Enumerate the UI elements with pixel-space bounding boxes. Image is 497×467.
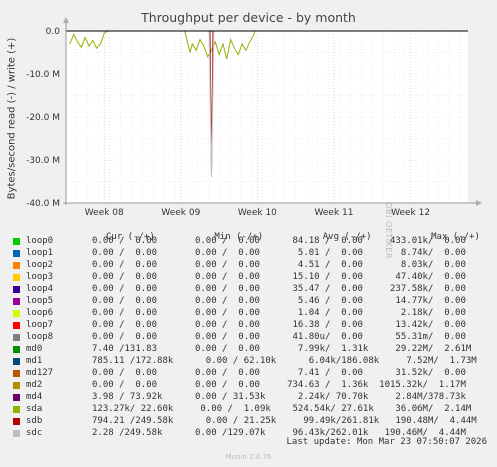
legend-swatch [13, 238, 20, 245]
legend-swatch [13, 394, 20, 401]
legend-swatch [13, 430, 20, 437]
legend-values: 0.00 / 0.00 0.00 / 0.00 5.01 / 0.00 8.74… [92, 248, 466, 258]
legend-swatch [13, 346, 20, 353]
legend-device-name: sda [26, 404, 43, 414]
legend-values: 0.00 / 0.00 0.00 / 0.00 734.63 / 1.36k 1… [92, 380, 466, 390]
legend-values: 0.00 / 0.00 0.00 / 0.00 1.04 / 0.00 2.18… [92, 308, 466, 318]
legend-device-name: md0 [26, 344, 43, 354]
legend-swatch [13, 298, 20, 305]
legend-device-name: loop1 [26, 248, 54, 258]
y-tick-label: -40.0 M [26, 199, 60, 209]
legend-swatch [13, 334, 20, 341]
legend-swatch [13, 370, 20, 377]
legend-swatch [13, 322, 20, 329]
legend-swatch [13, 286, 20, 293]
legend-swatch [13, 418, 20, 425]
legend-swatch [13, 262, 20, 269]
legend-values: 0.00 / 0.00 0.00 / 0.00 15.10 / 0.00 47.… [92, 272, 466, 282]
legend-swatch [13, 382, 20, 389]
x-tick-label: Week 12 [391, 208, 430, 215]
legend-swatch [13, 310, 20, 317]
legend-device-name: loop7 [26, 320, 54, 330]
legend-values: 0.00 / 0.00 0.00 / 0.00 4.51 / 0.00 8.03… [92, 260, 466, 270]
legend-values: 3.98 / 73.92k 0.00 / 31.53k 2.24k/ 70.70… [92, 392, 466, 402]
last-update: Last update: Mon Mar 23 07:50:07 2026 [286, 437, 487, 447]
y-tick-label: 0.0 [46, 27, 61, 37]
legend-device-name: md1 [26, 356, 43, 366]
throughput-chart: 0.0-10.0 M-20.0 M-30.0 M-40.0 M Week 08 W… [26, 17, 482, 215]
legend-swatch [13, 358, 20, 365]
legend-header: Cur (-/+) Min (-/+) Avg (-/+) Max (-/+) [0, 222, 480, 242]
series-sda [69, 30, 256, 60]
x-tick-labels: Week 08 Week 09 Week 10 Week 11 Week 12 [85, 208, 430, 215]
legend-values: 0.00 / 0.00 0.00 / 0.00 5.46 / 0.00 14.7… [92, 296, 466, 306]
legend-values: 0.00 / 0.00 0.00 / 0.00 16.38 / 0.00 13.… [92, 320, 466, 330]
legend-values: 7.40 /131.83 0.00 / 0.00 7.99k/ 1.31k 29… [92, 344, 472, 354]
legend-device-name: loop3 [26, 272, 54, 282]
legend-swatch [13, 406, 20, 413]
legend-swatch [13, 274, 20, 281]
legend-values: 123.27k/ 22.60k 0.00 / 1.09k 524.54k/ 27… [92, 404, 472, 414]
munin-version: Munin 2.0.76 [225, 453, 272, 461]
legend-values: 0.00 / 0.00 0.00 / 0.00 41.80u/ 0.00 55.… [92, 332, 466, 342]
legend-device-name: loop4 [26, 284, 54, 294]
legend-header-text: Cur (-/+) Min (-/+) Avg (-/+) Max (-/+) [106, 232, 480, 242]
legend-values: 794.21 /249.58k 0.00 / 21.25k 99.49k/261… [92, 416, 477, 426]
legend-device-name: loop6 [26, 308, 54, 318]
legend-device-name: loop5 [26, 296, 54, 306]
y-tick-label: -30.0 M [26, 156, 60, 166]
legend-values: 0.00 / 0.00 0.00 / 0.00 7.41 / 0.00 31.5… [92, 368, 466, 378]
legend-device-name: md127 [26, 368, 54, 378]
legend-values: 2.28 /249.58k 0.00 /129.07k 96.43k/262.0… [92, 428, 466, 438]
y-axis-arrow [63, 17, 69, 23]
series-sdc [208, 30, 215, 178]
legend-device-name: md2 [26, 380, 43, 390]
legend-device-name: sdb [26, 416, 43, 426]
legend-device-name: loop0 [26, 236, 54, 246]
legend-device-name: sdc [26, 428, 43, 438]
legend-values: 0.00 / 0.00 0.00 / 0.00 84.18 / 0.00 433… [92, 236, 466, 246]
y-tick-label: -10.0 M [26, 70, 60, 80]
legend-device-name: md4 [26, 392, 43, 402]
legend-device-name: loop8 [26, 332, 54, 342]
legend-values: 785.11 /172.88k 0.00 / 62.10k 6.04k/186.… [92, 356, 477, 366]
x-tick-label: Week 10 [238, 208, 277, 215]
y-tick-label: -20.0 M [26, 113, 60, 123]
x-tick-label: Week 08 [85, 208, 124, 215]
y-tick-labels: 0.0 -10.0 M -20.0 M -30.0 M -40.0 M [26, 27, 60, 209]
series-lines [66, 30, 468, 178]
legend-device-name: loop2 [26, 260, 54, 270]
chart-title: Throughput per device - by month [141, 10, 356, 25]
x-axis-arrow [476, 200, 482, 206]
x-tick-label: Week 09 [161, 208, 200, 215]
legend-swatch [13, 250, 20, 257]
x-tick-label: Week 11 [315, 208, 354, 215]
axes [63, 17, 482, 206]
legend-values: 0.00 / 0.00 0.00 / 0.00 35.47 / 0.00 237… [92, 284, 466, 294]
